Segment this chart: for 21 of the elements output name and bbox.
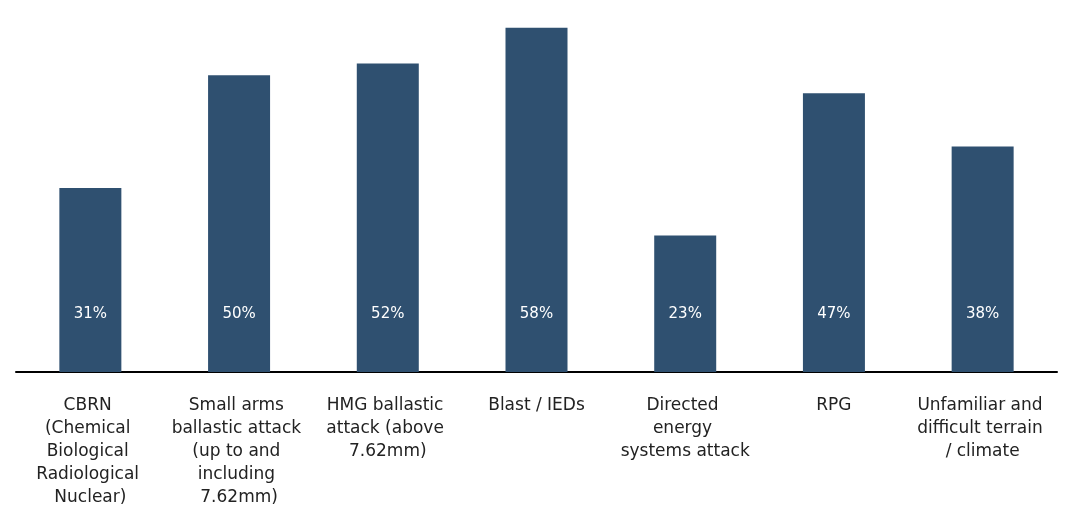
data-label: 52%	[371, 303, 405, 322]
x-tick-label: Unfamiliar and difficult terrain / climate	[917, 393, 1049, 460]
data-label: 58%	[519, 303, 554, 322]
x-tick-label: Blast / IEDs	[488, 393, 585, 414]
x-tick-label: Directed energy systems attack	[620, 393, 750, 460]
data-label: 31%	[73, 303, 108, 322]
bar	[208, 75, 271, 372]
bar	[951, 146, 1014, 372]
data-label: 47%	[817, 303, 851, 322]
bar	[654, 235, 717, 372]
bar	[59, 188, 122, 372]
bar	[802, 93, 865, 372]
bar	[505, 27, 568, 372]
x-tick-label: CBRN (Chemical Biological Radiological Nuclear)	[36, 393, 145, 506]
x-tick-label: HMG ballastic attack (above 7.62mm)	[326, 393, 450, 460]
x-tick-label: Small arms ballastic attack (up to and including 7.62mm)	[171, 393, 307, 506]
data-label: 50%	[222, 303, 256, 322]
data-label: 23%	[668, 303, 702, 322]
bar	[356, 63, 419, 372]
data-label: 38%	[965, 303, 1000, 322]
x-tick-label: RPG	[816, 393, 852, 414]
